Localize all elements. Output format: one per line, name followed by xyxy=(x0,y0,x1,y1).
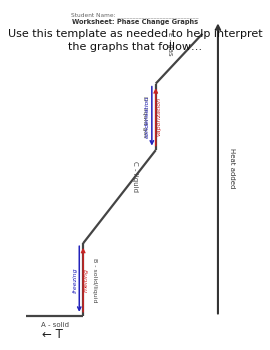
Text: freezing: freezing xyxy=(72,267,77,293)
Text: C - liquid: C - liquid xyxy=(132,161,138,192)
Text: melting: melting xyxy=(84,268,89,292)
Text: ← T: ← T xyxy=(42,328,62,341)
Text: Heat added: Heat added xyxy=(229,148,235,189)
Text: D - liquid gas: D - liquid gas xyxy=(141,96,147,138)
Text: Worksheet: Phase Change Graphs: Worksheet: Phase Change Graphs xyxy=(72,19,198,25)
Text: Student Name: ___________________________: Student Name: __________________________… xyxy=(71,12,199,18)
Text: vaporization: vaporization xyxy=(156,97,161,136)
Text: E - gas: E - gas xyxy=(167,32,173,56)
Text: Use this template as needed to help interpret
the graphs that follow…: Use this template as needed to help inte… xyxy=(8,29,262,52)
Text: A - solid: A - solid xyxy=(41,322,69,328)
Text: condensation: condensation xyxy=(145,96,150,138)
Text: B - solid/liquid: B - solid/liquid xyxy=(92,258,97,302)
